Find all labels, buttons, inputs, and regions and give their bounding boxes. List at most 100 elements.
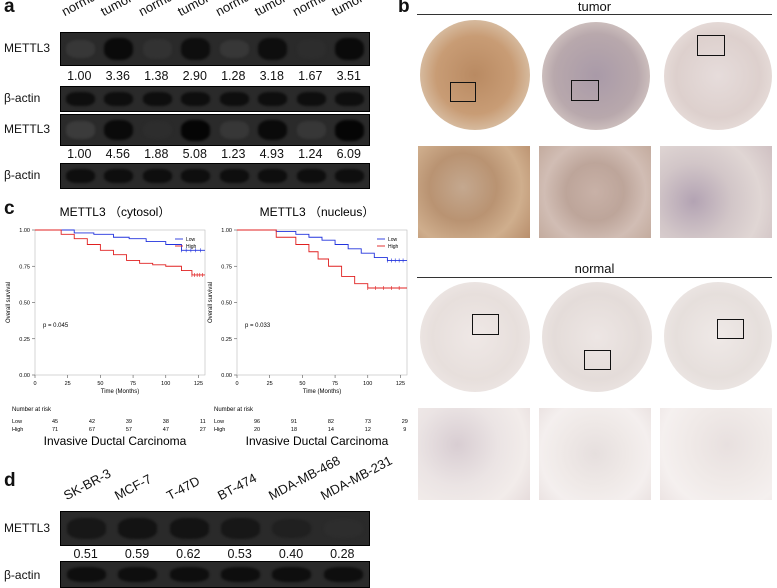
blot-band <box>221 567 261 582</box>
blot-band <box>65 169 95 183</box>
chart-title: METTL3 （nucleus） <box>260 205 375 219</box>
risk-value: 39 <box>126 419 132 425</box>
tumor-tissue-core-2 <box>542 22 650 130</box>
zoom-box <box>571 80 599 101</box>
normal-tissue-core-3 <box>664 282 772 390</box>
normal-zoom-2 <box>539 408 651 500</box>
lane-label: normal <box>289 0 333 19</box>
blot-band <box>142 92 172 106</box>
panel-d-row-label: β-actin <box>4 568 41 582</box>
panel-a-row-label: β-actin <box>4 91 41 105</box>
y-tick-label: 1.00 <box>221 228 232 234</box>
band-quantification: 0.28 <box>330 547 355 561</box>
cell-line-label: MCF-7 <box>112 471 155 503</box>
risk-row-label: High <box>12 427 23 433</box>
blot-band <box>169 518 209 539</box>
survival-curve <box>35 229 205 251</box>
risk-value: 73 <box>365 419 371 425</box>
blot-band <box>258 169 288 183</box>
x-tick-label: 25 <box>65 381 71 387</box>
legend-entry: High <box>186 244 197 250</box>
zoom-box <box>697 35 725 56</box>
panel-a-letter: a <box>4 0 15 17</box>
band-quantification: 3.18 <box>259 69 284 83</box>
x-tick-label: 50 <box>97 381 103 387</box>
y-tick-label: 0.25 <box>19 337 30 343</box>
chart-title: METTL3 （cytosol） <box>60 205 171 219</box>
y-tick-label: 0.00 <box>19 373 30 379</box>
risk-row-label: High <box>214 427 225 433</box>
y-axis-label: Overall survival <box>208 282 214 323</box>
x-tick-label: 0 <box>33 381 36 387</box>
blot-band <box>296 121 326 139</box>
normal-zoom-1 <box>418 408 530 500</box>
panel-d-row-label: METTL3 <box>4 521 51 535</box>
blot-band <box>104 169 134 183</box>
western-blot-mettl3-2 <box>60 114 370 146</box>
tumor-label: tumor <box>577 0 612 14</box>
blot-band <box>65 121 95 139</box>
blot-band <box>219 169 249 183</box>
blot-band <box>181 38 211 60</box>
x-axis-label: Time (Months) <box>101 389 139 395</box>
band-quantification: 3.36 <box>105 69 130 83</box>
risk-value: 20 <box>254 427 260 433</box>
blot-band <box>104 119 134 141</box>
risk-value: 27 <box>200 427 206 433</box>
blot-band <box>65 92 95 106</box>
blot-band <box>219 121 249 139</box>
blot-band <box>272 518 312 539</box>
western-blot-cell-lines-actin <box>60 561 370 588</box>
x-tick-label: 75 <box>332 381 338 387</box>
risk-value: 91 <box>291 419 297 425</box>
western-blot-mettl3-1 <box>60 32 370 66</box>
panel-a-row-label: METTL3 <box>4 122 51 136</box>
normal-divider <box>417 277 772 278</box>
chart-caption: Invasive Ductal Carcinoma <box>246 434 389 448</box>
western-blot-actin-1 <box>60 86 370 112</box>
x-tick-label: 100 <box>363 381 372 387</box>
tumor-zoom-3 <box>660 146 772 238</box>
band-quantification: 0.51 <box>73 547 98 561</box>
blot-band <box>104 37 134 61</box>
legend-entry: Low <box>388 237 398 243</box>
p-value: p = 0.045 <box>43 323 69 329</box>
y-axis-label: Overall survival <box>6 282 12 323</box>
blot-band <box>258 119 288 141</box>
blot-band <box>219 39 249 59</box>
legend-entry: Low <box>186 237 196 243</box>
band-quantification: 6.09 <box>336 147 361 161</box>
x-tick-label: 125 <box>396 381 405 387</box>
x-axis-label: Time (Months) <box>303 389 341 395</box>
y-tick-label: 0.25 <box>221 337 232 343</box>
number-at-risk-label: Number at risk <box>214 407 254 413</box>
blot-band <box>323 567 363 582</box>
zoom-box <box>584 350 611 370</box>
normal-tissue-core-1 <box>420 282 530 392</box>
lane-label: tumor <box>174 0 211 19</box>
y-tick-label: 0.50 <box>221 301 232 307</box>
band-quantification: 1.00 <box>67 69 92 83</box>
risk-value: 45 <box>52 419 58 425</box>
blot-band <box>181 169 211 183</box>
blot-band <box>221 518 261 539</box>
risk-value: 18 <box>291 427 297 433</box>
zoom-box <box>472 314 499 335</box>
panel-d-letter: d <box>4 470 16 491</box>
blot-band <box>142 120 172 140</box>
band-quantification: 5.08 <box>182 147 207 161</box>
chart-caption: Invasive Ductal Carcinoma <box>44 434 187 448</box>
y-tick-label: 0.00 <box>221 373 232 379</box>
band-quantification: 1.23 <box>221 147 246 161</box>
tumor-tissue-core-3 <box>664 22 772 130</box>
risk-value: 71 <box>52 427 58 433</box>
band-quantification: 1.28 <box>221 69 246 83</box>
tumor-tissue-core-1 <box>420 20 530 130</box>
y-tick-label: 0.50 <box>19 301 30 307</box>
risk-row-label: Low <box>12 419 22 425</box>
risk-value: 29 <box>402 419 408 425</box>
risk-value: 14 <box>328 427 334 433</box>
x-tick-label: 25 <box>267 381 273 387</box>
survival-curve <box>35 229 205 276</box>
blot-band <box>142 169 172 183</box>
